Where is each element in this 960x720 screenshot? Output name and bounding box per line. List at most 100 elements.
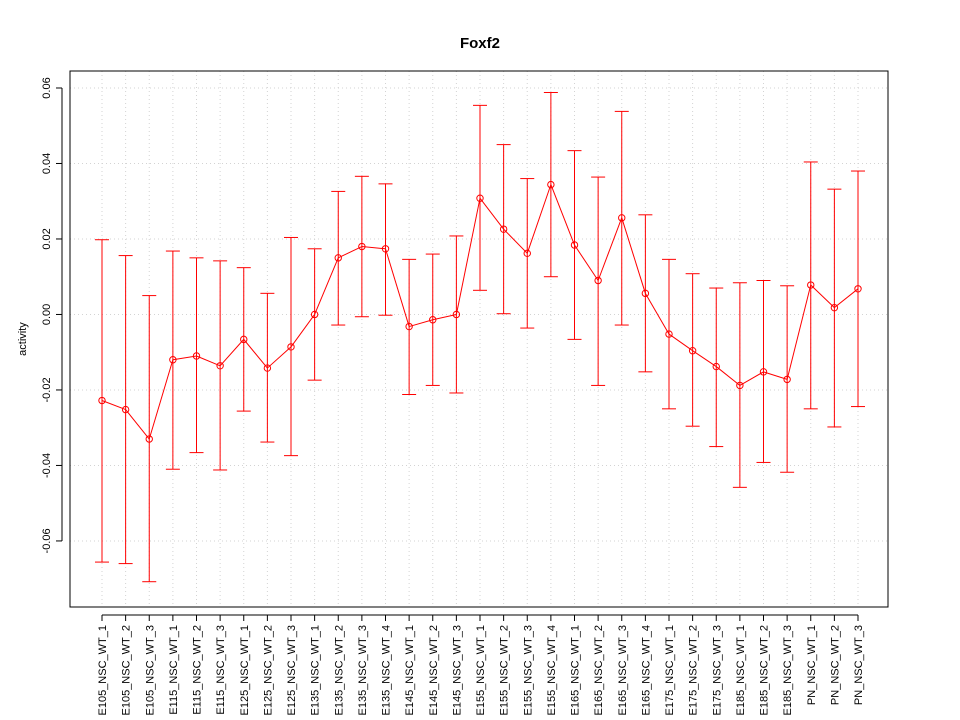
series-line-segment [361, 246, 386, 250]
series-line-segment [715, 366, 741, 386]
y-axis-label: activity [17, 322, 29, 356]
data-point [570, 241, 579, 249]
series-line-segment [763, 371, 788, 380]
data-point [429, 316, 437, 324]
data-point [736, 381, 744, 390]
x-tick-label: E155_NSC_WT_3 [522, 625, 534, 716]
x-tick-label: E165_NSC_WT_4 [640, 625, 652, 716]
x-axis: E105_NSC_WT_1 E105_NSC_WT_2 E105_NSC_WT_3 E… [97, 614, 865, 716]
data-point [169, 356, 177, 364]
chart-title: Foxf2 [460, 35, 500, 52]
data-point [523, 249, 531, 258]
series-line-segment [479, 197, 505, 230]
x-tick-label: E135_NSC_WT_3 [357, 625, 369, 716]
data-point [688, 347, 697, 355]
data-point [263, 364, 272, 372]
series-line-segment [243, 339, 268, 369]
x-tick-label: E135_NSC_WT_2 [333, 625, 345, 716]
series-line-segment [550, 184, 575, 246]
data-point [712, 362, 720, 371]
y-tick-label: 0.02 [41, 228, 53, 249]
series-line-segment [739, 371, 764, 386]
x-tick-label: E145_NSC_WT_1 [404, 625, 416, 716]
data-point [192, 352, 201, 360]
data-point [381, 245, 390, 253]
x-tick-label: E145_NSC_WT_2 [428, 625, 440, 716]
data-point [310, 310, 319, 319]
x-tick-label: E165_NSC_WT_3 [617, 625, 629, 716]
series-line-segment [574, 244, 599, 281]
y-tick-label: -0.02 [41, 377, 53, 402]
series-line-segment [314, 257, 339, 315]
data-point [594, 276, 602, 285]
x-tick-label: E185_NSC_WT_3 [782, 625, 794, 716]
x-tick-label: E125_NSC_WT_3 [286, 625, 298, 716]
y-tick-label: 0.04 [41, 153, 53, 174]
x-tick-label: E125_NSC_WT_1 [239, 625, 251, 716]
x-tick-label: E185_NSC_WT_1 [735, 625, 747, 716]
x-tick-label: E115_NSC_WT_2 [192, 625, 204, 715]
data-point [807, 281, 815, 289]
series-line-segment [148, 359, 174, 440]
series-line-segment [338, 246, 363, 259]
data-point [476, 194, 484, 202]
data-point [98, 396, 106, 405]
series-line-segment [786, 284, 812, 380]
data-point [145, 435, 153, 443]
x-tick-label: E115_NSC_WT_1 [168, 625, 180, 715]
data-point [547, 180, 555, 189]
x-tick-label: PN_NSC_WT_1 [806, 625, 818, 705]
data-point [665, 330, 673, 338]
series-line-segment [834, 288, 859, 309]
series-line-segment [219, 339, 245, 367]
data-point [854, 285, 862, 293]
y-axis: -0.06 -0.04 -0.02 0.00 0.02 0.04 0.06 [41, 77, 63, 553]
series-line-segment [172, 355, 197, 361]
data-point [499, 225, 508, 233]
y-tick-label: -0.06 [41, 528, 53, 553]
x-tick-label: PN_NSC_WT_3 [853, 625, 865, 705]
data-point [759, 368, 768, 376]
series-line-segment [503, 228, 528, 254]
series [95, 92, 865, 583]
data-point [830, 303, 839, 312]
data-point [641, 289, 650, 298]
y-tick-label: -0.04 [41, 453, 53, 478]
series-line-segment [668, 333, 693, 352]
series-line-segment [408, 319, 433, 328]
x-tick-label: E175_NSC_WT_1 [664, 625, 676, 716]
series-line-segment [621, 217, 646, 294]
series-line-segment [810, 284, 835, 309]
x-tick-label: E175_NSC_WT_3 [711, 625, 723, 716]
x-tick-label: E155_NSC_WT_1 [475, 625, 487, 716]
series-line-segment [385, 248, 410, 327]
series-line-segment [196, 355, 221, 367]
x-tick-label: E155_NSC_WT_4 [546, 625, 558, 716]
x-tick-label: E105_NSC_WT_3 [144, 625, 156, 716]
data-point [452, 310, 461, 319]
data-point [618, 214, 626, 222]
series-line-segment [267, 346, 292, 369]
x-tick-label: E135_NSC_WT_4 [381, 625, 393, 716]
x-tick-label: E165_NSC_WT_2 [593, 625, 605, 716]
data-point [216, 362, 224, 370]
series-line-segment [125, 409, 150, 440]
series-line-segment [290, 314, 316, 348]
x-tick-label: E135_NSC_WT_1 [310, 625, 322, 716]
data-point [783, 375, 791, 384]
x-tick-label: E125_NSC_WT_2 [262, 625, 274, 716]
series-line-segment [692, 350, 717, 367]
series-line-segment [455, 198, 481, 315]
y-tick-label: 0.06 [41, 77, 53, 98]
x-tick-label: E105_NSC_WT_1 [97, 625, 109, 716]
x-tick-label: E165_NSC_WT_1 [570, 625, 582, 716]
data-point [334, 254, 342, 262]
data-point [287, 343, 295, 351]
x-tick-label: PN_NSC_WT_2 [829, 625, 841, 705]
x-tick-label: E185_NSC_WT_2 [759, 625, 771, 716]
plot-area-frame [69, 70, 889, 608]
series-line-segment [101, 400, 126, 411]
data-point [240, 335, 248, 344]
x-tick-label: E105_NSC_WT_2 [121, 625, 133, 716]
